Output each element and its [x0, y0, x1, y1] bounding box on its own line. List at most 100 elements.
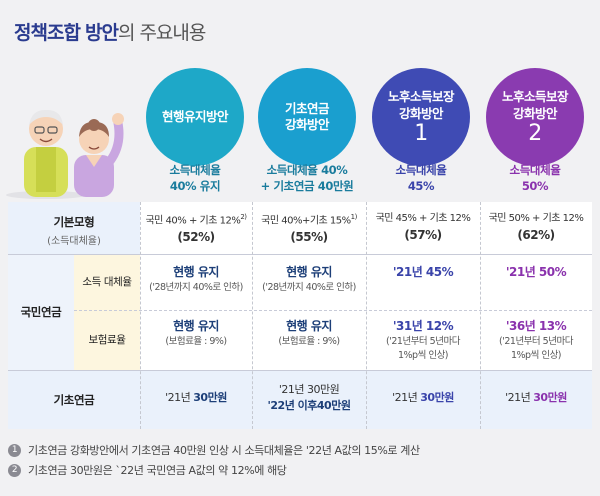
cell-main: '21년 45% [392, 265, 454, 279]
table-cell: 현행 유지 (보험료율 : 9%) [252, 318, 366, 349]
footnote-text: 기초연금 강화방안에서 기초연금 40만원 인상 시 소득대체율은 '22년 A… [28, 444, 420, 457]
cell-text: 국민 50% + 기초 12% [488, 213, 584, 224]
rate-line-2: 40% 유지 [169, 178, 221, 193]
cell-main: '31년 12% [392, 319, 454, 333]
page-title: 정책조합 방안의 주요내용 [14, 18, 206, 45]
column-divider [366, 202, 367, 429]
elderly-couple-illustration [6, 109, 124, 199]
column-header-number: 1 [414, 120, 428, 146]
cell-sub: ('28년까지 40%로 인하) [149, 282, 243, 294]
rate-summary: 소득대체율 45% [366, 163, 476, 194]
rate-line-1: 소득대체율 [509, 163, 561, 177]
row-header-bg [74, 254, 140, 370]
footnote-text: 기초연금 30만원은 `22년 국민연금 A값의 약 12%에 해당 [28, 464, 287, 477]
column-header-label-2: 강화방안 [284, 117, 330, 132]
cell-amount: 30만원 [533, 391, 567, 404]
rate-summary: 소득대체율 40% 유지 [140, 163, 250, 194]
row-divider [74, 310, 592, 311]
rate-summary: 소득대체율 50% [480, 163, 590, 194]
table-cell: 국민 40%+기초 15%1) (55%) [252, 212, 366, 246]
column-header-label: 현행유지방안 [161, 108, 229, 124]
cell-main: '21년 50% [505, 265, 567, 279]
cell-text: 국민 45% + 기초 12% [375, 213, 471, 224]
cell-amount: 30만원 [420, 391, 454, 404]
column-divider [480, 202, 481, 429]
cell-sub: ('21년부터 5년마다 [386, 336, 460, 348]
table-cell: 현행 유지 (보험료율 : 9%) [140, 318, 252, 349]
rate-line-2: + 기초연금 40만원 [260, 178, 354, 193]
row-label-income-rate: 소득 대체율 [82, 276, 132, 288]
cell-sub: (보험료율 : 9%) [165, 336, 227, 348]
table-cell: '31년 12% ('21년부터 5년마다 1%p씩 인상) [366, 318, 480, 363]
table-cell: 현행 유지 ('28년까지 40%로 인하) [140, 264, 252, 295]
cell-amount: '22년 이후40만원 [267, 398, 351, 412]
row-label-premium-rate: 보험료율 [88, 334, 126, 346]
rate-summary: 소득대체율 40% + 기초연금 40만원 [252, 163, 362, 194]
cell-text: 국민 40% + 기초 12% [145, 215, 241, 227]
footnote-number-icon: 1 [8, 443, 21, 457]
cell-sub: ('21년부터 5년마다 [499, 336, 573, 348]
cell-amount: 30만원 [193, 391, 227, 404]
column-header-label: 노후소득보장 [501, 89, 569, 105]
column-divider [140, 202, 141, 429]
column-header-current: 현행유지방안 [146, 68, 244, 166]
cell-main: 현행 유지 [286, 265, 332, 279]
comparison-table: 기본모형 (소득대체율) 국민연금 소득 대체율 보험료율 기초연금 국민 40… [8, 202, 592, 429]
table-cell: 현행 유지 ('28년까지 40%로 인하) [252, 264, 366, 295]
column-header-basic-pension: 기초연금 강화방안 [258, 68, 356, 166]
cell-total: (52%) [177, 229, 215, 244]
cell-total: (57%) [404, 227, 442, 242]
cell-sub: ('28년까지 40%로 인하) [262, 282, 356, 294]
cell-text: 국민 40%+기초 15% [261, 215, 351, 227]
footnotes: 1 기초연금 강화방안에서 기초연금 40만원 인상 시 소득대체율은 '22년… [8, 440, 420, 480]
cell-total: (62%) [517, 227, 555, 242]
row-header-bg [8, 202, 140, 254]
table-cell: '21년 30만원 [480, 390, 592, 406]
cell-total: (55%) [290, 229, 328, 244]
rate-line-1: 소득대체율 [169, 163, 221, 177]
cell-main: 현행 유지 [173, 265, 219, 279]
cell-text: '21년 30만원 [278, 383, 340, 396]
title-bold-2: 방안 [84, 22, 119, 44]
column-header-label: 노후소득보장 [387, 89, 455, 105]
cell-text: '21년 [505, 391, 534, 404]
row-label-basic-pension: 기초연금 [53, 393, 95, 407]
cell-sub-2: 1%p씩 인상) [397, 350, 449, 362]
row-label-basic-model: 기본모형 [53, 215, 95, 229]
table-cell: 국민 40% + 기초 12%2) (52%) [140, 212, 252, 246]
column-header-label-2: 강화방안 [398, 105, 444, 121]
cell-text: '21년 [392, 391, 421, 404]
cell-main: 현행 유지 [286, 319, 332, 333]
column-header-number: 2 [528, 120, 542, 146]
rate-line-2: 45% [407, 178, 435, 193]
rate-line-1: 소득대체율 [395, 163, 447, 177]
table-cell: '21년 30만원 '22년 이후40만원 [252, 382, 366, 414]
table-cell: '21년 30만원 [366, 390, 480, 406]
title-rest: 의 주요내용 [117, 22, 206, 44]
footnote-number-icon: 2 [8, 463, 21, 477]
table-cell: 국민 50% + 기초 12% (62%) [480, 212, 592, 244]
row-sublabel-basic-model: (소득대체율) [47, 236, 101, 247]
column-header-retirement-1: 노후소득보장 강화방안 1 [372, 68, 470, 166]
row-divider [8, 370, 592, 371]
table-cell: '21년 45% [366, 264, 480, 281]
row-label-national-pension: 국민연금 [20, 305, 62, 319]
footnote-ref: 2) [240, 213, 247, 221]
cell-sub-2: 1%p씩 인상) [510, 350, 562, 362]
rate-line-2: 50% [521, 178, 549, 193]
row-header-bg [8, 370, 592, 429]
table-cell: 국민 45% + 기초 12% (57%) [366, 212, 480, 244]
cell-text: '21년 [165, 391, 194, 404]
cell-main: 현행 유지 [173, 319, 219, 333]
footnote-item: 2 기초연금 30만원은 `22년 국민연금 A값의 약 12%에 해당 [8, 460, 420, 480]
table-cell: '36년 13% ('21년부터 5년마다 1%p씩 인상) [480, 318, 592, 363]
column-header-label-2: 강화방안 [512, 105, 558, 121]
cell-main: '36년 13% [505, 319, 567, 333]
table-cell: '21년 30만원 [140, 390, 252, 406]
column-divider [252, 202, 253, 429]
column-header-label: 기초연금 [284, 100, 330, 116]
rate-line-1: 소득대체율 40% [266, 163, 348, 177]
cell-sub: (보험료율 : 9%) [278, 336, 340, 348]
column-header-retirement-2: 노후소득보장 강화방안 2 [486, 68, 584, 166]
footnote-ref: 1) [350, 213, 358, 221]
